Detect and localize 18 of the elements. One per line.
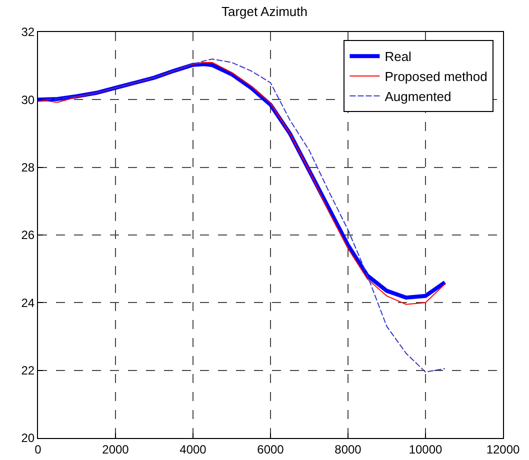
chart-title: Target Azimuth <box>222 4 308 19</box>
y-tick-label: 20 <box>21 431 35 446</box>
legend-label: Real <box>384 49 412 64</box>
y-tick-label: 32 <box>21 25 35 40</box>
x-tick-label: 4000 <box>180 442 207 456</box>
x-tick-label: 6000 <box>257 442 284 456</box>
legend-label: Augmented <box>384 88 452 104</box>
x-tick-label: 2000 <box>102 442 130 456</box>
y-tick-label: 28 <box>21 160 35 175</box>
legend-label: Proposed method <box>384 69 488 84</box>
x-tick-label: 10000 <box>408 442 443 456</box>
x-tick-label: 12000 <box>486 442 520 456</box>
y-tick-label: 22 <box>21 364 35 378</box>
x-tick-label: 8000 <box>334 442 362 456</box>
x-tick-label: 0 <box>34 442 42 456</box>
y-tick-label: 24 <box>21 296 35 310</box>
y-tick-label: 30 <box>21 92 35 107</box>
y-tick-label: 26 <box>21 228 35 242</box>
